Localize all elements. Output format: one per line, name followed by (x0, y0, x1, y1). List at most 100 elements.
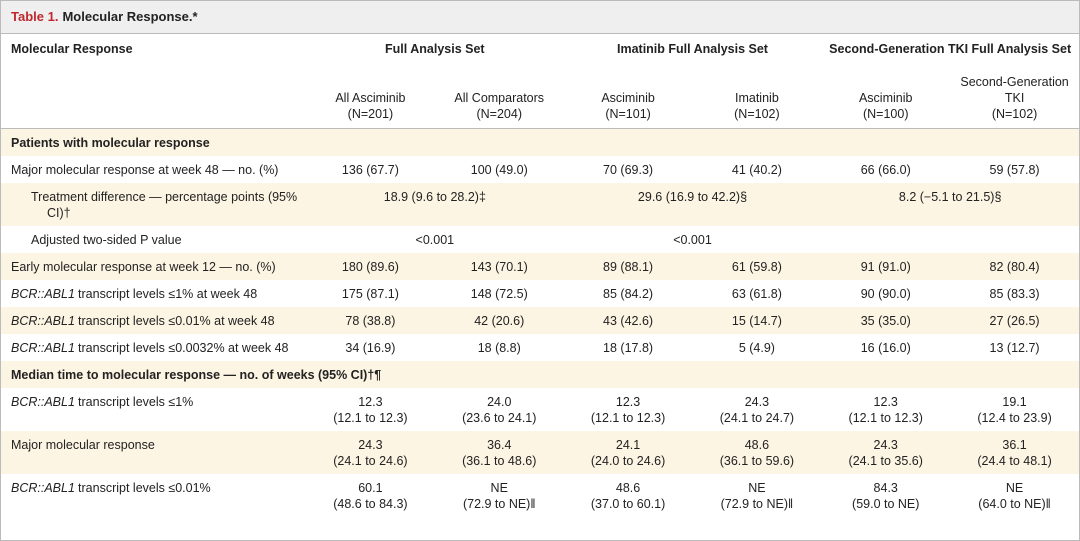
column-n: (N=101) (605, 107, 651, 121)
data-row: BCR::ABL1 transcript levels ≤1% 12.3 (12.1… (1, 388, 1079, 431)
span-row: Treatment difference — percentage points… (1, 183, 1079, 226)
column-header-row: All Asciminib (N=201) All Comparators (N=20… (1, 64, 1079, 129)
row-label-text: Treatment difference — percentage points… (31, 190, 298, 220)
title-bar: Table 1. Molecular Response.* (1, 1, 1079, 34)
column-header: Asciminib (N=100) (821, 64, 951, 129)
cell: 13 (12.7) (989, 341, 1040, 355)
row-label-text: Early molecular response at week 12 — no… (11, 260, 276, 274)
gene-name: BCR::ABL1 (11, 287, 75, 301)
column-header: Second-Generation TKI (N=102) (950, 64, 1079, 129)
cell: 12.3 (12.1 to 12.3) (333, 395, 408, 425)
cell: NE (72.9 to NE)‖ (462, 481, 536, 511)
column-header: Asciminib (N=101) (563, 64, 693, 129)
column-header: Imatinib (N=102) (692, 64, 822, 129)
column-n: (N=204) (476, 107, 522, 121)
cell: NE (64.0 to NE)‖ (978, 481, 1051, 511)
row-label-text: Major molecular response at week 48 — no… (11, 163, 279, 177)
gene-name: BCR::ABL1 (11, 341, 75, 355)
cell: 78 (38.8) (306, 307, 435, 334)
group-header: Full Analysis Set (385, 42, 485, 56)
row-label-text: transcript levels ≤1% (78, 395, 194, 409)
cell: 66 (66.0) (860, 163, 911, 177)
cell: 143 (70.1) (434, 253, 564, 280)
column-name: Imatinib (735, 91, 779, 105)
cell: 180 (89.6) (306, 253, 435, 280)
cell: 91 (91.0) (821, 253, 951, 280)
cell: 24.3 (24.1 to 24.7) (719, 395, 795, 425)
column-n: (N=100) (862, 107, 909, 121)
empty-cell (1, 64, 306, 129)
group-header: Imatinib Full Analysis Set (617, 42, 768, 56)
data-row: Early molecular response at week 12 — no… (1, 253, 1079, 280)
row-label: Adjusted two-sided P value (1, 226, 306, 253)
table-title: Molecular Response.* (62, 9, 198, 24)
cell: 59 (57.8) (989, 163, 1040, 177)
cell: 148 (72.5) (470, 287, 528, 301)
cell: 60.1 (48.6 to 84.3) (333, 481, 408, 511)
cell: <0.001 (415, 233, 455, 247)
cell: 18.9 (9.6 to 28.2)‡ (306, 183, 564, 226)
row-label-text: Major molecular response (11, 438, 155, 452)
group-header: Second-Generation TKI Full Analysis Set (829, 42, 1072, 56)
table-body: Molecular Response Full Analysis Set Imati… (1, 34, 1079, 517)
row-label-text: Median time to molecular response — no. … (11, 368, 382, 382)
cell: 136 (67.7) (341, 163, 399, 177)
cell: 70 (69.3) (603, 163, 654, 177)
cell: 175 (87.1) (341, 287, 399, 301)
data-row: BCR::ABL1 transcript levels ≤0.0032% at w… (1, 334, 1079, 361)
cell: 27 (26.5) (950, 307, 1079, 334)
row-label: Major molecular response at week 48 — no… (1, 156, 306, 183)
data-row: BCR::ABL1 transcript levels ≤0.01% 60.1 (4… (1, 474, 1079, 517)
column-header: All Comparators (N=204) (434, 64, 564, 129)
cell: 61 (59.8) (692, 253, 822, 280)
gene-name: BCR::ABL1 (11, 481, 75, 495)
row-label: BCR::ABL1 transcript levels ≤0.0032% at w… (1, 334, 306, 361)
row-label: Treatment difference — percentage points… (1, 183, 306, 226)
cell: 89 (88.1) (563, 253, 693, 280)
cell: 48.6 (36.1 to 59.6) (692, 431, 822, 474)
cell: 85 (84.2) (603, 287, 654, 301)
cell: 100 (49.0) (470, 163, 528, 177)
row-label: BCR::ABL1 transcript levels ≤1% (1, 388, 306, 431)
span-row: Adjusted two-sided P value <0.001 <0.001 (1, 226, 1079, 253)
row-label-text: transcript levels ≤0.01% (78, 481, 211, 495)
cell: 90 (90.0) (860, 287, 911, 301)
column-name: Second-Generation TKI (960, 75, 1069, 105)
cell: 42 (20.6) (434, 307, 564, 334)
cell: <0.001 (673, 233, 712, 247)
row-label: BCR::ABL1 transcript levels ≤1% at week 4… (1, 280, 306, 307)
table: Molecular Response Full Analysis Set Imati… (1, 34, 1079, 517)
cell: 18 (17.8) (603, 341, 654, 355)
cell: 34 (16.9) (345, 341, 396, 355)
row-label: Early molecular response at week 12 — no… (1, 253, 306, 280)
cell: 8.2 (−5.1 to 21.5)§ (821, 183, 1079, 226)
row-label: BCR::ABL1 transcript levels ≤0.01% (1, 474, 306, 517)
cell: 41 (40.2) (731, 163, 782, 177)
cell: 84.3 (59.0 to NE) (852, 481, 920, 511)
data-row: Major molecular response at week 48 — no… (1, 156, 1079, 183)
cell: 12.3 (12.1 to 12.3) (848, 395, 923, 425)
cell: 43 (42.6) (563, 307, 693, 334)
cell: 36.4 (36.1 to 48.6) (434, 431, 564, 474)
cell: 85 (83.3) (989, 287, 1040, 301)
column-header: All Asciminib (N=201) (306, 64, 435, 129)
data-row: BCR::ABL1 transcript levels ≤1% at week 4… (1, 280, 1079, 307)
cell: 24.1 (24.0 to 24.6) (563, 431, 693, 474)
data-row: Major molecular response 24.3 (24.1 to 24… (1, 431, 1079, 474)
cell: 82 (80.4) (950, 253, 1079, 280)
cell: 5 (4.9) (738, 341, 775, 355)
row-label-text: transcript levels ≤0.01% at week 48 (78, 314, 275, 328)
row-label-text: Patients with molecular response (11, 136, 210, 150)
row-label: BCR::ABL1 transcript levels ≤0.01% at wee… (1, 307, 306, 334)
section-row: Median time to molecular response — no. … (1, 361, 1079, 388)
row-label-text: transcript levels ≤1% at week 48 (78, 287, 258, 301)
row-label-text: transcript levels ≤0.0032% at week 48 (78, 341, 289, 355)
cell: 12.3 (12.1 to 12.3) (590, 395, 666, 425)
row-label: Patients with molecular response (1, 128, 1079, 156)
group-header: Molecular Response (11, 42, 133, 56)
table-label: Table 1. (11, 9, 59, 24)
row-label-text: Adjusted two-sided P value (31, 233, 182, 247)
column-n: (N=201) (347, 107, 394, 121)
group-header-row: Molecular Response Full Analysis Set Imati… (1, 34, 1079, 64)
